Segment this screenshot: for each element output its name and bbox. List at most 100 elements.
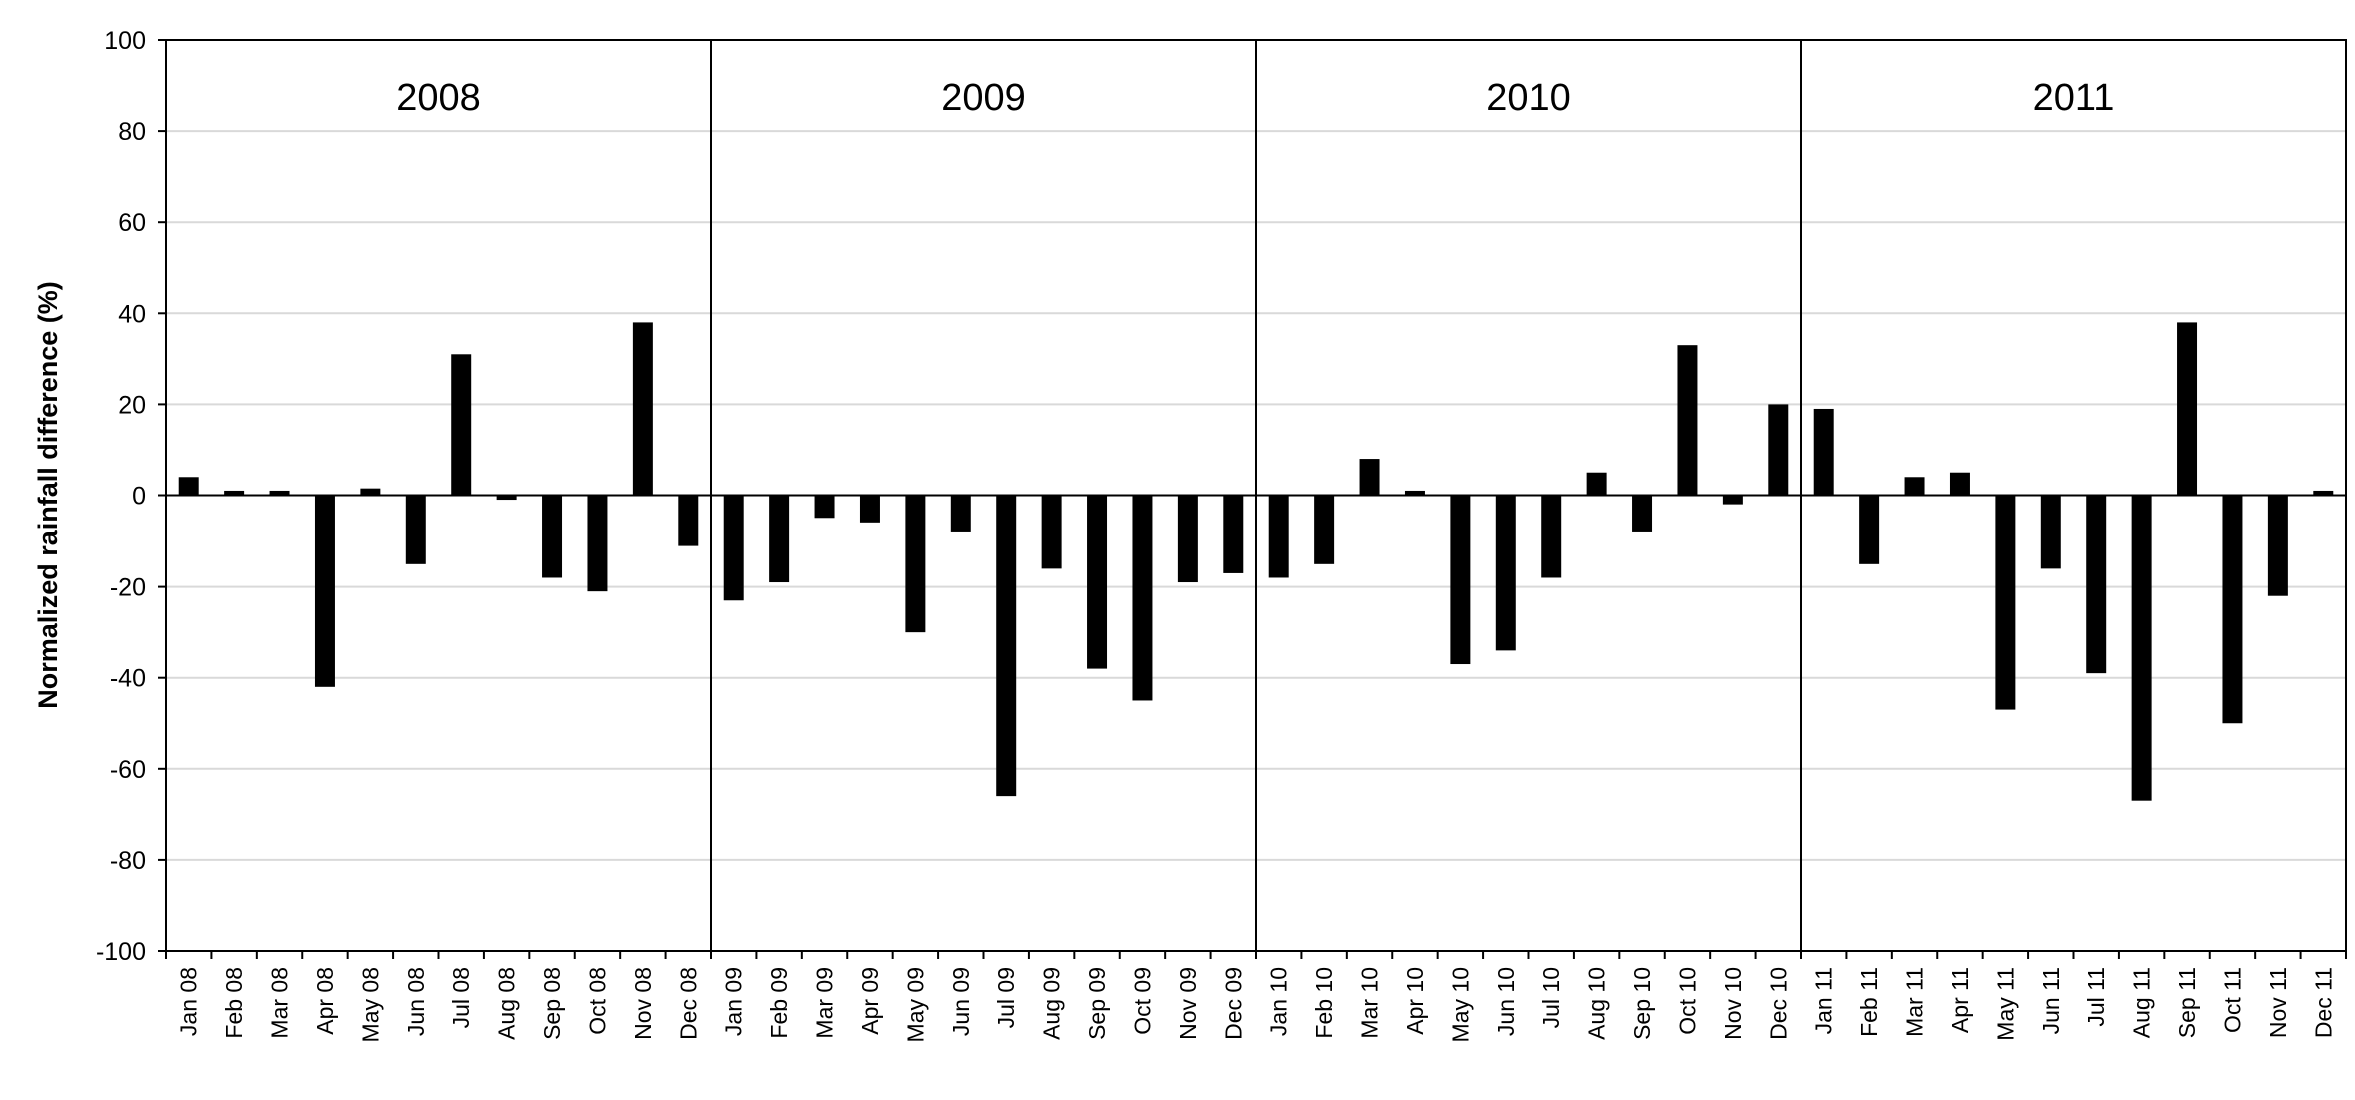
bars [178,322,2334,801]
y-tick-label: 100 [104,27,146,55]
x-tick-label: Feb 10 [1311,967,1337,1039]
bar-feb-09 [769,495,790,583]
x-tick-label: Aug 11 [2129,967,2155,1038]
bar-mar-09 [814,495,835,519]
bar-oct-11 [2222,495,2243,724]
y-tick-label: 40 [118,300,146,328]
x-tick-label: Feb 11 [1856,967,1882,1037]
panel-year-label: 2010 [1486,77,1571,119]
x-tick-label: Jul 09 [993,967,1019,1028]
x-tick-label: Sep 09 [1084,967,1110,1040]
y-tick-label: 80 [118,118,146,146]
x-tick-label: Sep 11 [2174,967,2200,1038]
y-tick-label: -100 [96,938,146,966]
x-tick-label: Oct 09 [1130,967,1156,1035]
x-tick-label: Dec 08 [675,967,701,1040]
bar-nov-08 [632,322,653,496]
bar-sep-10 [1632,495,1653,532]
bar-jan-09 [723,495,744,601]
plot-frame [158,39,2347,959]
panel-year-label: 2009 [941,77,1026,119]
y-tick-label: -60 [110,756,146,784]
x-tick-label: Mar 08 [267,967,293,1039]
x-tick-label: Nov 08 [630,967,656,1040]
bar-may-10 [1450,495,1471,665]
x-tick-label: Aug 08 [494,967,520,1040]
bar-nov-09 [1177,495,1198,583]
bar-sep-09 [1087,495,1108,669]
bar-feb-11 [1859,495,1880,564]
x-tick-label: Oct 08 [585,967,611,1035]
bar-aug-11 [2131,495,2152,801]
bar-oct-09 [1132,495,1153,701]
x-tick-label: Jul 08 [448,967,474,1028]
x-tick-label: Jan 09 [721,967,747,1036]
y-tick-label: 60 [118,209,146,237]
bar-nov-10 [1722,495,1743,505]
bar-dec-08 [678,495,699,546]
y-tick-labels: 100 80 60 40 20 0 -20 -40 -60 -80 -100 [96,27,146,966]
y-tick-label: -80 [110,847,146,875]
x-tick-label: May 11 [1992,967,2018,1041]
bar-jul-11 [2086,495,2107,674]
bar-apr-11 [1949,472,1970,496]
bar-may-08 [360,488,381,496]
y-tick-label: 0 [132,483,146,511]
bar-apr-08 [314,495,335,687]
y-tick-label: -20 [110,574,146,602]
bar-apr-10 [1404,490,1425,496]
bar-mar-11 [1904,477,1925,496]
x-tick-label: Jun 11 [2038,967,2064,1034]
x-tick-label: Jun 10 [1493,967,1519,1036]
bar-may-11 [1995,495,2016,710]
bar-jun-10 [1495,495,1516,651]
bar-mar-10 [1359,459,1380,496]
x-tick-label: Aug 10 [1584,967,1610,1040]
bar-jun-11 [2040,495,2061,569]
bar-feb-10 [1314,495,1335,564]
x-tick-label: Nov 11 [2265,967,2291,1038]
bar-may-09 [905,495,926,633]
bar-sep-11 [2177,322,2198,496]
x-tick-label: Aug 09 [1039,967,1065,1040]
bar-dec-09 [1223,495,1244,573]
x-tick-label: Apr 09 [857,967,883,1035]
x-tick-label: Apr 08 [312,967,338,1035]
bar-oct-08 [587,495,608,592]
x-tick-label: Dec 11 [2310,967,2336,1038]
x-tick-label: Jan 10 [1266,967,1292,1036]
x-tick-label: Jan 11 [1811,967,1837,1034]
bar-aug-09 [1041,495,1062,569]
y-tick-label: -40 [110,665,146,693]
x-tick-label: Dec 10 [1765,967,1791,1040]
x-tick-label: Apr 11 [1947,967,1973,1033]
bar-jul-10 [1541,495,1562,578]
x-tick-label: May 10 [1447,967,1473,1042]
x-tick-label: Jun 09 [948,967,974,1036]
bar-feb-08 [224,490,245,496]
x-tick-label: Sep 08 [539,967,565,1040]
panel-year-label: 2011 [2033,77,2115,119]
x-tick-label: Oct 10 [1675,967,1701,1035]
y-tick-label: 20 [118,391,146,419]
y-axis-title: Normalized rainfall difference (%) [33,281,63,709]
x-tick-label: Jun 08 [403,967,429,1036]
x-tick-label: Jul 11 [2083,967,2109,1027]
x-tick-label: Apr 10 [1402,967,1428,1035]
bar-aug-08 [496,495,517,501]
x-tick-label: Jan 08 [176,967,202,1036]
x-tick-label: May 08 [357,967,383,1042]
bar-jul-08 [451,354,472,496]
bar-jun-09 [950,495,971,532]
x-tick-label: Nov 10 [1720,967,1746,1040]
bar-sep-08 [542,495,563,578]
x-tick-label: Oct 11 [2220,967,2246,1033]
bar-jan-11 [1813,408,1834,496]
bar-jan-08 [178,477,199,496]
panel-labels: 2008 2009 2010 2011 [396,77,2114,119]
x-tick-label: Sep 10 [1629,967,1655,1040]
x-tick-label: Mar 11 [1902,967,1928,1037]
x-tick-label: Feb 09 [766,967,792,1039]
